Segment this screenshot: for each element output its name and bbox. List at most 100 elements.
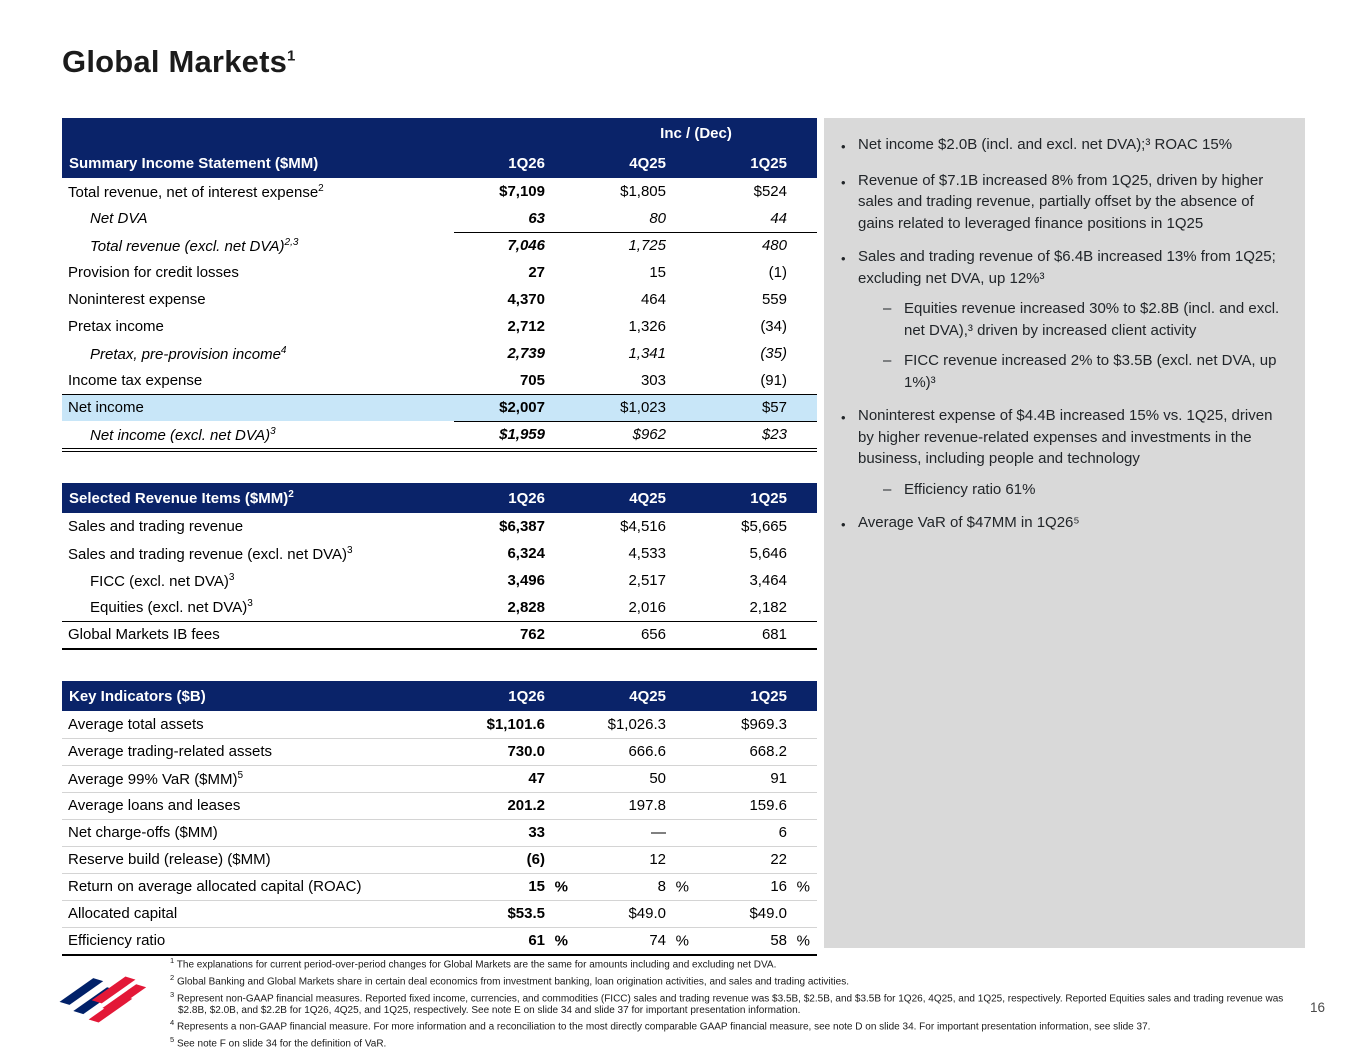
row-label: Average loans and leases: [62, 792, 454, 820]
bullet-marker: •: [841, 251, 846, 266]
col-header-4q25: 4Q25: [575, 148, 696, 178]
row-value: 3,464: [749, 572, 787, 589]
bullet-item: • Sales and trading revenue of $6.4B incr…: [836, 246, 1289, 289]
row-value: 33: [454, 819, 575, 847]
row-value: 730.0: [454, 738, 575, 766]
row-value: 63: [528, 209, 545, 227]
bullet-marker: •: [841, 174, 846, 190]
bullet-text: Revenue of $7.1B increased 8% from 1Q25,…: [858, 171, 1264, 232]
col-header-1q26: 1Q26: [454, 681, 575, 711]
footnote: 5 See note F on slide 34 for the definit…: [170, 1035, 387, 1050]
row-value: 303: [640, 371, 666, 389]
row-value: $1,959: [454, 420, 575, 448]
row-value: $1,026.3: [575, 711, 696, 739]
row-value: $57: [696, 393, 817, 421]
row-value: 58%: [770, 932, 810, 950]
sub-bullet-item: – Efficiency ratio 61%: [836, 479, 1289, 501]
row-value: $1,101.6: [454, 711, 575, 739]
row-value: 8%: [575, 873, 696, 901]
table-row: Sales and trading revenue (excl. net DVA…: [62, 540, 817, 567]
table-title-revenue: Selected Revenue Items ($MM)2: [62, 483, 454, 513]
bullet-marker: •: [841, 410, 846, 425]
col-header-1q25: 1Q25: [696, 148, 817, 178]
inc-dec-label: Inc / (Dec): [575, 118, 817, 148]
row-label: Average total assets: [62, 711, 454, 739]
row-label: Reserve build (release) ($MM): [62, 846, 454, 874]
page-number: 16: [1310, 1000, 1326, 1015]
row-value: 12: [575, 846, 696, 874]
summary-income-statement-section: Inc / (Dec) Summary Income Statement ($M…: [62, 118, 817, 452]
row-label: Sales and trading revenue: [68, 518, 244, 535]
row-value: 47: [454, 765, 575, 793]
row-value: (35): [760, 345, 787, 362]
row-value: $1,805: [620, 183, 666, 200]
row-value: 2,712: [507, 318, 545, 335]
table-row: Total revenue, net of interest expense2 $…: [62, 178, 817, 205]
row-value: $962: [575, 420, 696, 448]
row-label: Global Markets IB fees: [62, 620, 454, 648]
row-value: 6,324: [507, 545, 545, 562]
sub-bullet-text: Equities revenue increased 30% to $2.8B …: [904, 300, 1280, 339]
key-indicators-table: Key Indicators ($B) 1Q26 4Q25 1Q25 Avera…: [62, 681, 817, 954]
row-value: 4,533: [628, 545, 666, 562]
row-value: 656: [575, 620, 696, 648]
row-value: $5,665: [741, 518, 787, 535]
table-row: Efficiency ratio 61% 74% 58%: [62, 927, 817, 954]
header-spacer: [454, 118, 575, 148]
row-value: (6): [454, 846, 575, 874]
table-row: Allocated capital $53.5 $49.0 $49.0: [62, 900, 817, 928]
row-label: Net income: [62, 393, 454, 421]
row-value: —: [575, 819, 696, 847]
table-row: Income tax expense 705 303 (91): [62, 367, 817, 394]
row-value: $49.0: [575, 900, 696, 928]
row-value: 50: [575, 765, 696, 793]
percent-sign: %: [554, 878, 568, 895]
row-value: $524: [753, 183, 787, 200]
row-value: 16%: [696, 873, 817, 901]
footnotes: 1 The explanations for current period-ov…: [170, 955, 1298, 1051]
row-value: 480: [696, 231, 817, 259]
row-value: 61%: [528, 932, 568, 950]
row-label: Efficiency ratio: [68, 932, 166, 950]
row-label: FICC (excl. net DVA)3: [90, 571, 235, 590]
key-indicators-section: Key Indicators ($B) 1Q26 4Q25 1Q25 Avera…: [62, 681, 817, 956]
row-label: Return on average allocated capital (ROA…: [62, 873, 454, 901]
dash-marker: –: [883, 300, 892, 317]
column-header-row: Selected Revenue Items ($MM)2 1Q26 4Q25 …: [62, 483, 817, 513]
row-value: 2,828: [507, 598, 545, 616]
table-row: Average total assets $1,101.6 $1,026.3 $969…: [62, 711, 817, 739]
row-value: 3,496: [507, 572, 545, 589]
row-value: 464: [640, 291, 666, 308]
row-value: 681: [696, 620, 817, 648]
table-row: Average 99% VaR ($MM)5 47 50 91: [62, 765, 817, 793]
row-value: $6,387: [499, 518, 545, 535]
selected-revenue-table: Selected Revenue Items ($MM)2 1Q26 4Q25 …: [62, 483, 817, 648]
row-value: 27: [528, 264, 545, 281]
footnote: 2 Global Banking and Global Markets shar…: [170, 972, 849, 988]
row-value: 197.8: [575, 792, 696, 820]
row-label: Pretax, pre-provision income4: [90, 344, 287, 363]
row-value: $1,023: [575, 393, 696, 421]
row-value: 559: [761, 291, 787, 308]
table-row: Provision for credit losses 27 15 (1): [62, 259, 817, 286]
table-row: Net charge-offs ($MM) 33—6: [62, 819, 817, 847]
row-value: 15%: [454, 873, 575, 901]
col-header-1q25: 1Q25: [696, 483, 817, 513]
row-value: 668.2: [696, 738, 817, 766]
col-header-4q25: 4Q25: [575, 483, 696, 513]
sub-bullet-text: FICC revenue increased 2% to $3.5B (excl…: [904, 352, 1277, 391]
bullet-text: Net income $2.0B (incl. and excl. net DV…: [858, 136, 1233, 153]
table-title-income: Summary Income Statement ($MM): [62, 148, 454, 178]
row-value: 2,739: [507, 345, 545, 362]
table-title-indicators: Key Indicators ($B): [62, 681, 454, 711]
table-row: Pretax income 2,712 1,326 (34): [62, 313, 817, 340]
row-value: 2,182: [749, 598, 787, 616]
inc-dec-header-row: Inc / (Dec): [62, 118, 817, 148]
bullet-text: Sales and trading revenue of $6.4B incre…: [858, 248, 1276, 287]
row-label: Equities (excl. net DVA)3: [90, 598, 253, 617]
bullet-text: Noninterest expense of $4.4B increased 1…: [858, 407, 1273, 467]
sub-bullet-text: Efficiency ratio 61%: [904, 480, 1036, 498]
row-value: 1,326: [628, 318, 666, 335]
bullet-item: • Noninterest expense of $4.4B increased …: [836, 405, 1289, 470]
